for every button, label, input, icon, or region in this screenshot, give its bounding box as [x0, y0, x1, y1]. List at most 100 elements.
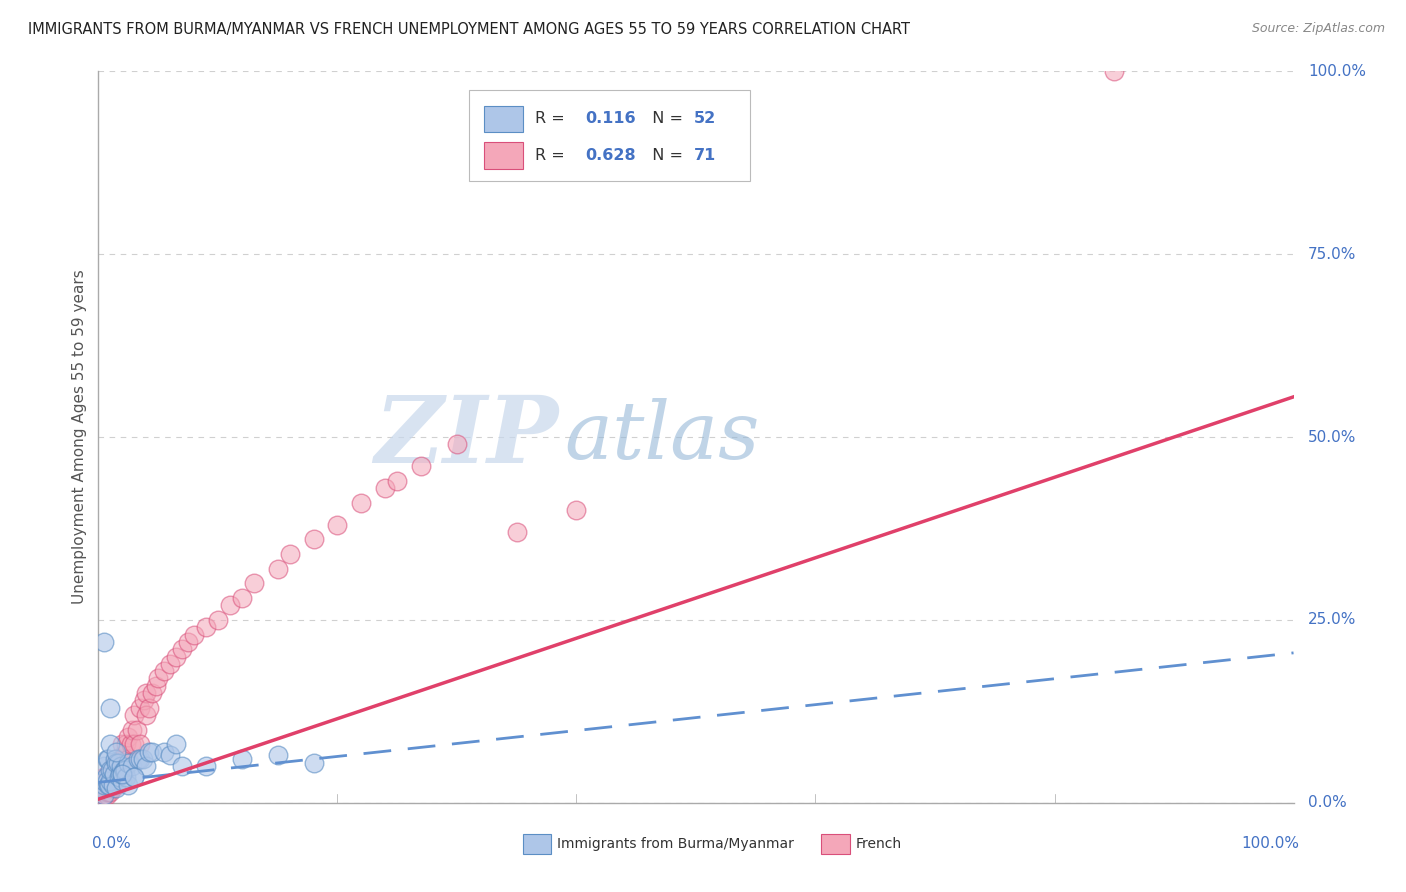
Point [105, 778, 128, 792]
Point [177, 635, 200, 649]
Point [153, 745, 176, 759]
Point [138, 700, 160, 714]
Point [107, 770, 129, 784]
Point [124, 737, 146, 751]
Point [93, 789, 115, 803]
Point [302, 533, 325, 547]
Point [153, 664, 176, 678]
Point [105, 781, 128, 796]
Point [94, 785, 117, 799]
Point [243, 576, 266, 591]
Point [96, 773, 118, 788]
Point [93, 635, 115, 649]
Text: Source: ZipAtlas.com: Source: ZipAtlas.com [1251, 22, 1385, 36]
Point [114, 763, 136, 777]
Point [278, 547, 301, 561]
Point [121, 759, 143, 773]
Point [111, 766, 134, 780]
Point [135, 686, 157, 700]
Point [93, 759, 115, 773]
Text: 0.0%: 0.0% [93, 836, 131, 851]
Point [105, 756, 128, 770]
Point [219, 599, 242, 613]
Point [267, 748, 290, 763]
Text: N =: N = [643, 148, 689, 163]
Point [101, 778, 124, 792]
Point [111, 766, 134, 780]
Text: 75.0%: 75.0% [1308, 247, 1357, 261]
Text: atlas: atlas [565, 399, 759, 475]
Point [91, 781, 114, 796]
Point [103, 766, 125, 780]
Point [385, 474, 409, 488]
Point [131, 752, 153, 766]
Text: N =: N = [643, 112, 689, 127]
Point [97, 785, 120, 799]
Point [98, 763, 122, 777]
Point [105, 745, 128, 759]
Point [96, 773, 118, 788]
Point [104, 752, 127, 766]
Point [129, 752, 152, 766]
Text: R =: R = [534, 112, 569, 127]
Text: 50.0%: 50.0% [1308, 430, 1357, 444]
Text: R =: R = [534, 148, 569, 163]
Point [107, 766, 129, 780]
Point [183, 627, 205, 641]
Point [98, 766, 122, 780]
FancyBboxPatch shape [470, 90, 749, 181]
Point [267, 562, 290, 576]
Text: 0.0%: 0.0% [1308, 796, 1347, 810]
Point [91, 789, 114, 804]
Point [93, 789, 115, 803]
Point [1104, 64, 1126, 78]
Point [97, 766, 120, 780]
Point [98, 737, 122, 751]
Point [207, 613, 229, 627]
Point [96, 789, 118, 803]
Point [97, 752, 120, 766]
Point [115, 770, 138, 784]
Point [127, 752, 149, 766]
Point [195, 759, 218, 773]
Point [124, 770, 146, 784]
Point [231, 591, 253, 605]
Point [117, 730, 139, 744]
Point [110, 759, 132, 773]
Text: ZIP: ZIP [374, 392, 558, 482]
Point [91, 789, 114, 803]
Point [565, 503, 588, 517]
Point [98, 781, 121, 796]
Point [129, 700, 152, 714]
Point [302, 756, 325, 770]
Point [108, 766, 131, 780]
Text: 100.0%: 100.0% [1308, 64, 1365, 78]
Point [159, 748, 181, 763]
Point [107, 756, 129, 770]
Point [94, 770, 117, 784]
Y-axis label: Unemployment Among Ages 55 to 59 years: Unemployment Among Ages 55 to 59 years [72, 269, 87, 605]
Point [111, 752, 134, 766]
Point [374, 481, 396, 495]
Text: 0.628: 0.628 [585, 148, 636, 163]
Point [104, 763, 127, 777]
FancyBboxPatch shape [821, 833, 851, 854]
Point [350, 496, 373, 510]
Point [90, 792, 112, 806]
Point [506, 525, 529, 540]
Point [124, 708, 146, 723]
Point [165, 737, 187, 751]
Point [98, 785, 122, 799]
Point [121, 723, 143, 737]
Point [103, 778, 125, 792]
Point [101, 759, 124, 773]
Point [98, 700, 122, 714]
Point [107, 759, 129, 773]
Point [114, 745, 136, 759]
Text: French: French [856, 837, 903, 851]
Point [108, 756, 131, 770]
Point [172, 759, 194, 773]
Point [141, 686, 163, 700]
Point [124, 770, 146, 784]
Point [446, 437, 468, 451]
